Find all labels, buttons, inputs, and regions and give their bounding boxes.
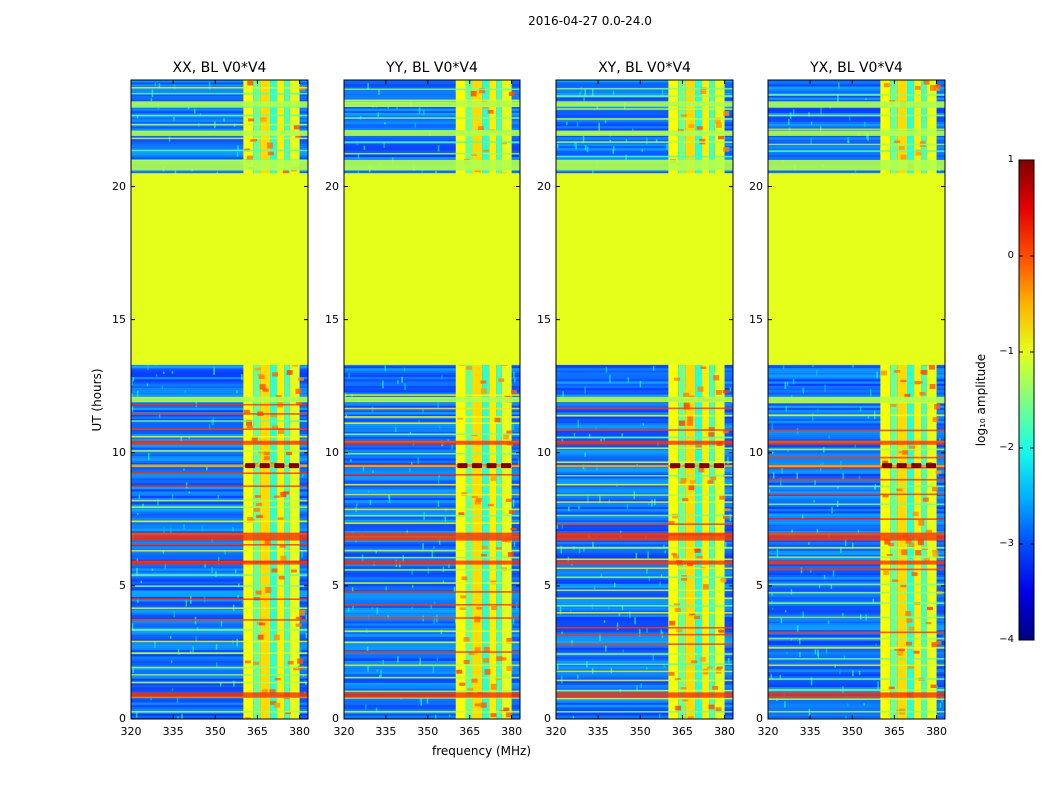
- y-tick-label: 15: [749, 312, 763, 326]
- y-tick-label: 20: [325, 179, 339, 193]
- x-tick-label: 335: [799, 725, 821, 738]
- x-tick-label: 335: [587, 725, 609, 738]
- x-tick-label: 335: [375, 725, 397, 738]
- x-tick-label: 350: [417, 725, 439, 738]
- panel-2-frame: [343, 79, 521, 720]
- panel-3-frame: [555, 79, 734, 720]
- x-tick-label: 350: [841, 725, 863, 738]
- colorbar-tick-label: 0: [1007, 250, 1014, 261]
- panel-1-title: XX, BL V0*V4: [172, 60, 267, 76]
- y-tick-label: 5: [332, 578, 339, 592]
- panel-4-title: YX, BL V0*V4: [810, 60, 903, 76]
- x-tick-label: 365: [671, 725, 693, 738]
- panel-3-image: [556, 80, 733, 719]
- colorbar-tick-label: −2: [999, 442, 1014, 453]
- y-tick-label: 15: [325, 312, 339, 326]
- x-tick-label: 320: [545, 725, 567, 738]
- y-tick-label: 0: [332, 712, 339, 725]
- x-tick-label: 350: [629, 725, 651, 738]
- x-tick-label: 320: [757, 725, 779, 738]
- x-tick-label: 380: [714, 725, 736, 738]
- x-tick-label: 320: [120, 725, 142, 738]
- panel-1: [130, 79, 309, 720]
- panel-1-image: [131, 80, 308, 719]
- y-tick-label: 5: [119, 578, 126, 592]
- colorbar-tick-label: −3: [999, 538, 1014, 549]
- y-tick-label: 5: [544, 578, 551, 592]
- y-tick-label: 10: [749, 445, 763, 459]
- y-tick-label: 15: [537, 312, 551, 326]
- colorbar-tick-label: −4: [999, 634, 1014, 645]
- panel-2-title: YY, BL V0*V4: [386, 60, 478, 76]
- panel-2: [343, 79, 521, 720]
- y-tick-label: 10: [112, 445, 126, 459]
- colorbar: [1018, 159, 1035, 641]
- x-tick-label: 380: [501, 725, 523, 738]
- x-tick-label: 320: [333, 725, 355, 738]
- x-axis-label: frequency (MHz): [432, 744, 532, 758]
- panel-4-image: [768, 80, 945, 719]
- panel-1-frame: [130, 79, 309, 720]
- y-tick-label: 0: [119, 712, 126, 725]
- x-tick-label: 350: [204, 725, 226, 738]
- x-tick-label: 380: [289, 725, 311, 738]
- colorbar-tick-label: 1: [1007, 154, 1014, 165]
- panel-3-title: XY, BL V0*V4: [598, 60, 691, 76]
- panel-3: [555, 79, 734, 720]
- x-tick-label: 365: [459, 725, 481, 738]
- x-tick-label: 380: [926, 725, 948, 738]
- figure-suptitle: 2016-04-27 0.0-24.0: [528, 14, 652, 28]
- y-tick-label: 20: [749, 179, 763, 193]
- panel-4: [767, 79, 946, 720]
- panel-4-frame: [767, 79, 946, 720]
- y-tick-label: 10: [537, 445, 551, 459]
- x-tick-label: 365: [883, 725, 905, 738]
- y-tick-label: 5: [756, 578, 763, 592]
- y-tick-label: 0: [756, 712, 763, 725]
- y-tick-label: 20: [537, 179, 551, 193]
- x-tick-label: 335: [162, 725, 184, 738]
- y-tick-label: 0: [544, 712, 551, 725]
- x-tick-label: 365: [246, 725, 268, 738]
- panel-2-image: [344, 80, 520, 719]
- y-tick-label: 20: [112, 179, 126, 193]
- y-tick-label: 15: [112, 312, 126, 326]
- y-tick-label: 10: [325, 445, 339, 459]
- colorbar-tick-label: −1: [999, 346, 1014, 357]
